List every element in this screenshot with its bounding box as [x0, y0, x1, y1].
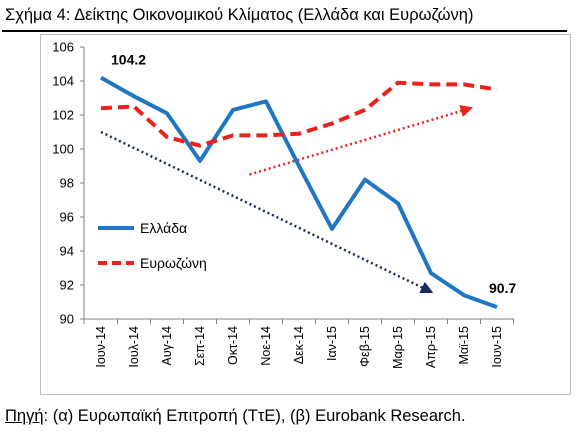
legend-label-eurozone: Ευρωζώνη — [140, 255, 207, 271]
x-tick-label: Σεπ-14 — [193, 326, 207, 366]
y-tick-label: 102 — [52, 108, 74, 123]
eurozone-series-line — [100, 80, 498, 148]
x-tick-label: Μαϊ-15 — [457, 326, 471, 365]
title-divider — [2, 30, 567, 32]
source-label: Πηγή — [5, 407, 44, 425]
y-tick-label: 100 — [52, 142, 74, 157]
figure-title: Σχήμα 4: Δείκτης Οικονομικού Κλίματος (Ε… — [5, 6, 474, 24]
y-tick-label: 94 — [60, 244, 74, 259]
x-tick-label: Μαρ-15 — [391, 326, 405, 369]
x-tick-label: Ιουλ-14 — [127, 326, 141, 368]
data-label: 90.7 — [489, 280, 516, 296]
x-tick-label: Δεκ-14 — [292, 326, 306, 364]
data-label: 104.2 — [111, 52, 146, 68]
source-note: Πηγή: (α) Ευρωπαϊκή Επιτροπή (ΤτΕ), (β) … — [5, 407, 466, 426]
x-tick-label: Ιουν-15 — [490, 326, 504, 368]
economic-climate-line-chart: 90 92 94 96 98 100 102 104 106 Ιουν-14 Ιουλ-14 Αυγ-… — [52, 40, 516, 369]
x-tick-label: Ιαν-15 — [325, 326, 339, 361]
greece-series-line — [100, 75, 498, 309]
chart-frame — [40, 34, 571, 395]
legend-label-greece: Ελλάδα — [140, 220, 187, 236]
x-tick-label: Οκτ-14 — [226, 326, 240, 365]
x-tick-label: Φεβ-15 — [358, 326, 372, 367]
y-tick-label: 96 — [60, 210, 74, 225]
x-tick-label: Απρ-15 — [424, 326, 438, 368]
x-tick-label: Ιουν-14 — [94, 326, 108, 368]
y-tick-label: 98 — [60, 176, 74, 191]
x-tick-label: Νοε-14 — [259, 326, 273, 366]
y-tick-label: 104 — [52, 74, 74, 89]
x-tick-label: Αυγ-14 — [160, 326, 174, 366]
source-text: : (α) Ευρωπαϊκή Επιτροπή (ΤτΕ), (β) Euro… — [43, 407, 466, 425]
y-tick-label: 92 — [60, 278, 74, 293]
y-tick-label: 106 — [52, 40, 74, 55]
y-tick-label: 90 — [60, 312, 74, 327]
greece-trend-arrow — [100, 130, 434, 294]
eurozone-trend-arrow — [249, 105, 473, 176]
